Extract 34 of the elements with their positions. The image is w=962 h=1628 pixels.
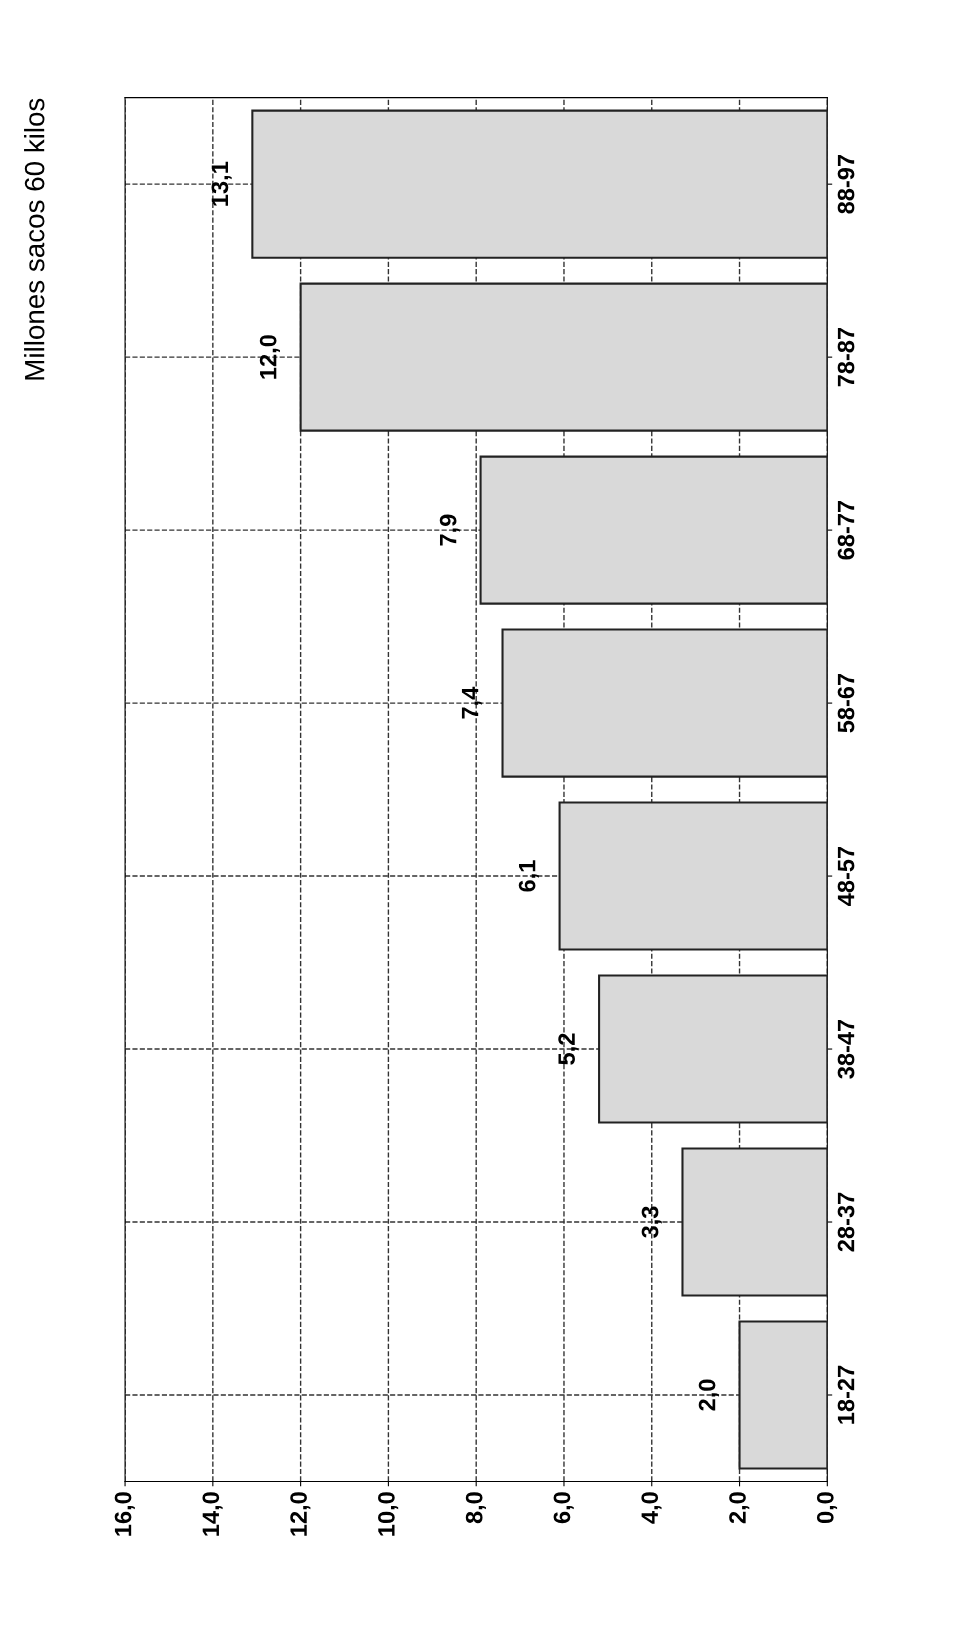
x-tick-label: 14,0 [202,1492,223,1536]
data-label: 12,0 [259,335,280,379]
y-tick-label: 58-67 [837,673,855,733]
y-tick-label: 68-77 [837,500,855,560]
bar [251,109,828,259]
x-tick-label: 16,0 [114,1492,135,1536]
bar [681,1147,828,1297]
bar [501,628,828,778]
bar [738,1320,828,1470]
data-label: 7,4 [461,686,482,719]
data-label: 13,1 [211,161,232,206]
x-tick-label: 12,0 [290,1492,311,1536]
text: Millones sacos 60 kilos [24,98,45,380]
x-tick-label: 8,0 [465,1492,486,1524]
y-tick-label: 18-27 [837,1365,855,1424]
bar [598,974,828,1124]
data-label: 2,0 [698,1379,719,1411]
data-label: 7,9 [439,514,460,546]
x-tick-label: 6,0 [553,1492,574,1524]
y-tick-label: 48-57 [837,846,855,906]
x-tick-label: 2,0 [729,1492,750,1524]
y-tick-label: 28-37 [837,1192,855,1252]
y-tick-label: 38-47 [837,1019,855,1079]
data-label: 5,2 [558,1033,579,1065]
bar [299,282,828,432]
y-tick-label: 88-97 [837,155,855,214]
x-tick-label: 4,0 [641,1492,662,1524]
y-tick-label: 78-87 [837,327,855,387]
data-label: 3,3 [641,1206,662,1238]
x-tick-label: 10,0 [378,1492,399,1536]
data-label: 6,1 [518,860,539,892]
x-tick-label: 0,0 [816,1492,838,1524]
bar [558,801,828,951]
bar [479,455,828,605]
